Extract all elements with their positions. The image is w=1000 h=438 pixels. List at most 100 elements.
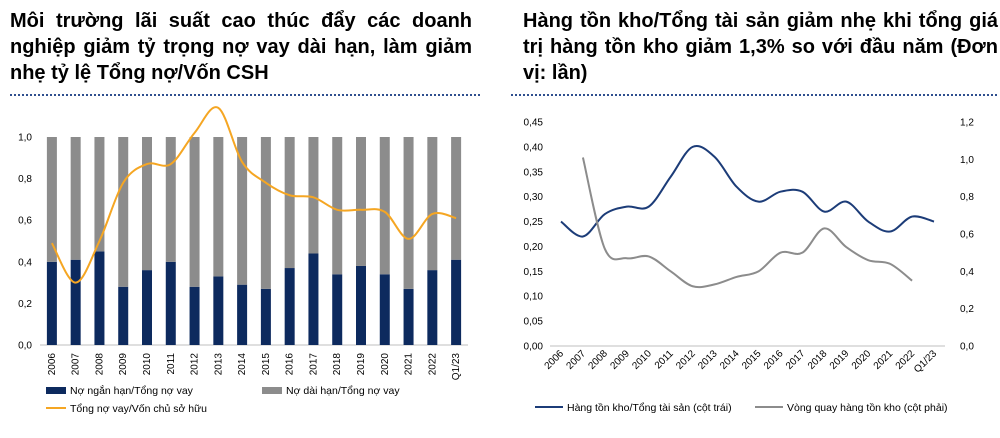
y-tick-label: 0,0 [18,341,32,352]
y-left-tick-label: 0,15 [524,267,544,278]
bar-short-debt [189,286,200,345]
y-left-tick-label: 0,10 [524,292,544,303]
bar-short-debt [46,261,57,345]
x-tick-label: 2011 [653,348,676,371]
bar-long-debt [427,137,438,271]
x-tick-label: 2007 [565,348,589,372]
y-left-tick-label: 0,20 [524,242,544,253]
x-tick-label: 2010 [142,353,153,376]
bar-short-debt [260,288,271,345]
bar-long-debt [451,137,462,260]
bar-long-debt [46,137,57,262]
bar-short-debt [332,274,343,345]
y-right-tick-label: 1,0 [960,155,974,166]
bar-long-debt [260,137,271,289]
bar-short-debt [94,251,105,345]
x-tick-label: 2020 [380,353,391,376]
x-tick-label: 2013 [696,348,720,372]
y-right-tick-label: 0,2 [960,304,974,315]
x-tick-label: 2018 [332,353,343,376]
x-tick-label: 2015 [261,353,272,376]
bar-long-debt [308,137,319,254]
y-left-tick-label: 0,35 [524,167,544,178]
y-tick-label: 0,2 [18,299,32,310]
legend-label-long-debt: Nợ dài hạn/Tổng nợ vay [286,385,400,397]
x-tick-label: 2008 [586,348,610,372]
y-right-tick-label: 0,4 [960,267,974,278]
y-tick-label: 0,4 [18,257,32,268]
left-chart-panel: Môi trường lãi suất cao thúc đẩy các doa… [0,0,480,438]
x-tick-label: 2013 [213,353,224,376]
y-left-tick-label: 0,40 [524,142,544,153]
x-tick-label: 2009 [118,353,129,376]
left-title-divider [10,94,480,96]
bar-long-debt [118,137,129,287]
bar-long-debt [70,137,81,260]
x-tick-label: 2014 [718,348,742,372]
right-chart-title: Hàng tồn kho/Tổng tài sản giảm nhẹ khi t… [523,10,998,84]
y-tick-label: 0,6 [18,216,32,227]
x-tick-label: 2010 [630,348,654,372]
x-tick-label: 2018 [806,348,830,372]
x-tick-label: 2016 [285,353,296,376]
left-chart-title: Môi trường lãi suất cao thúc đẩy các doa… [10,10,472,84]
x-tick-label: 2014 [237,353,248,376]
legend-swatch-short-debt [46,387,66,394]
bar-long-debt [403,137,414,289]
right-chart-svg: 0,00 0,05 0,10 0,15 0,20 0,25 0,30 0,35 0,40 0,45… [524,118,975,415]
x-tick-label: 2022 [427,353,438,376]
x-tick-label: 2007 [71,353,82,376]
x-tick-label: 2021 [872,348,896,372]
x-tick-label: 2015 [740,348,764,372]
y-tick-label: 0,8 [18,174,32,185]
bar-long-debt [165,137,176,262]
bar-long-debt [189,137,200,287]
x-tick-label: Q1/23 [912,348,939,375]
x-tick-label: 2008 [94,353,105,376]
x-tick-label: 2019 [356,353,367,376]
right-title-divider [511,94,997,96]
bar-long-debt [237,137,248,285]
x-tick-label: 2012 [190,353,201,376]
y-right-tick-label: 1,2 [960,118,974,129]
y-right-tick-label: 0,8 [960,192,974,203]
y-right-tick-label: 0,0 [960,342,974,353]
bar-long-debt [213,137,224,277]
bar-short-debt [403,288,414,345]
bar-short-debt [118,286,129,345]
y-tick-label: 1,0 [18,133,32,144]
bar-long-debt [284,137,295,269]
y-left-tick-label: 0,30 [524,192,544,203]
legend-label-inventory-assets: Hàng tồn kho/Tổng tài sản (cột trái) [567,402,732,414]
bar-long-debt [356,137,366,266]
bar-short-debt [165,261,176,345]
bar-short-debt [284,268,295,345]
x-tick-label: 2021 [404,353,415,376]
y-left-tick-label: 0,25 [524,217,544,228]
bar-short-debt [379,274,390,345]
line-inventory-turnover [581,157,913,289]
line-inventory-to-assets [560,145,935,238]
x-tick-label: 2006 [47,353,58,376]
bar-short-debt [427,270,438,345]
x-tick-label: 2020 [850,348,874,372]
bar-short-debt [70,259,81,345]
x-tick-label: 2019 [828,348,852,372]
x-tick-label: 2017 [308,353,319,376]
bar-long-debt [332,137,343,275]
y-left-tick-label: 0,05 [524,317,544,328]
x-tick-label: 2017 [784,348,808,372]
x-tick-label: Q1/23 [451,353,462,381]
bar-long-debt [379,137,390,275]
legend-swatch-long-debt [262,387,282,394]
legend-label-inventory-turnover: Vòng quay hàng tồn kho (cột phải) [787,402,948,414]
x-tick-label: 2012 [674,348,698,372]
x-tick-label: 2009 [608,348,632,372]
bar-short-debt [142,270,152,345]
bar-long-debt [94,137,105,252]
x-tick-label: 2016 [762,348,786,372]
bar-short-debt [237,284,248,345]
bar-short-debt [451,259,462,345]
y-left-tick-label: 0,45 [524,118,544,129]
bar-short-debt [213,276,224,345]
